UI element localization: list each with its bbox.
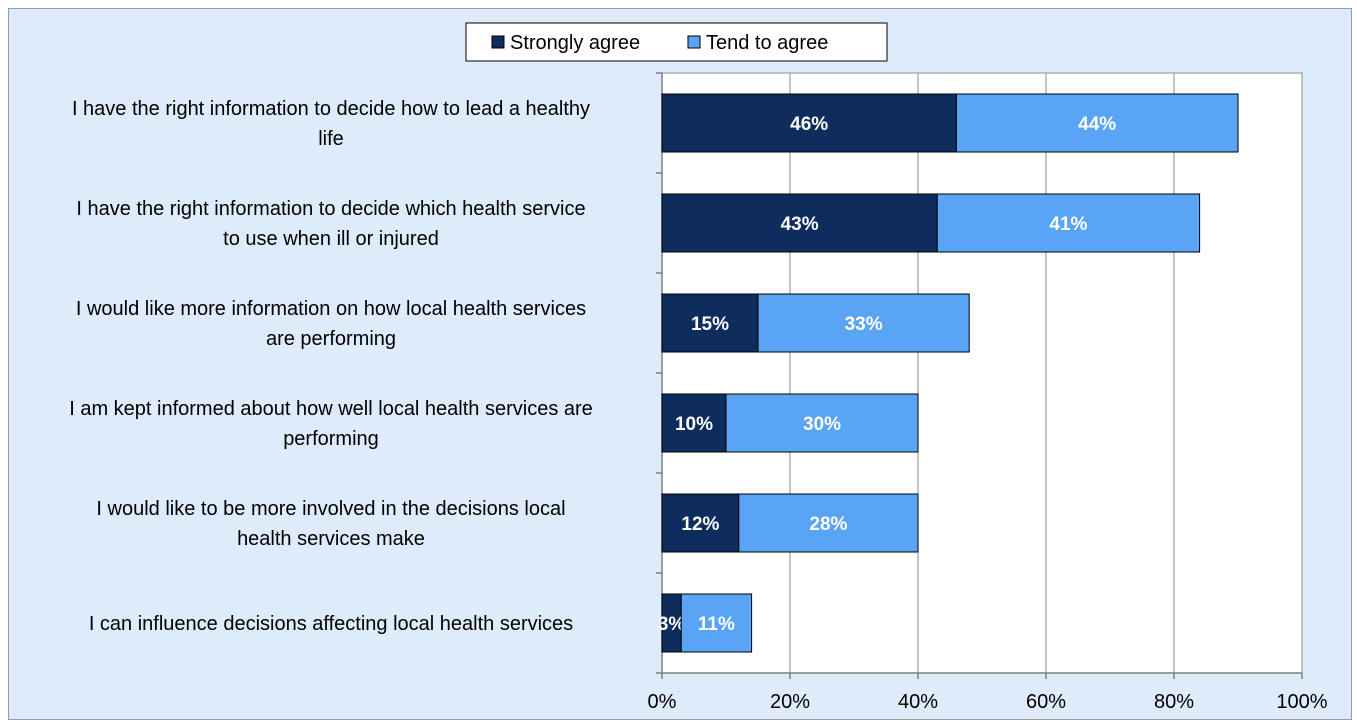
category-label-line: health services make xyxy=(237,528,425,550)
x-tick-label: 60% xyxy=(1026,691,1066,713)
category-label-line: I have the right information to decide w… xyxy=(76,198,585,220)
category-label: I would like to be more involved in the … xyxy=(96,498,565,550)
x-tick-label: 100% xyxy=(1276,691,1327,713)
category-label-line: life xyxy=(318,128,344,150)
bar-tend-to-agree xyxy=(936,193,1201,253)
data-label: 30% xyxy=(803,414,841,435)
data-label: 41% xyxy=(1049,214,1087,235)
data-label: 10% xyxy=(675,414,713,435)
data-label: 44% xyxy=(1078,114,1116,135)
bar-tend-to-agree xyxy=(725,393,919,453)
bar-tend-to-agree xyxy=(738,493,919,553)
legend-label-strongly-agree: Strongly agree xyxy=(510,32,640,54)
x-tick-label: 40% xyxy=(898,691,938,713)
legend-swatch-tend-to-agree xyxy=(687,35,701,49)
x-tick-label: 20% xyxy=(770,691,810,713)
bar-tend-to-agree xyxy=(680,593,753,653)
data-label: 46% xyxy=(790,114,828,135)
data-label: 12% xyxy=(681,514,719,535)
data-label: 3% xyxy=(658,614,686,635)
bar-tend-to-agree xyxy=(955,93,1239,153)
legend-label-tend-to-agree: Tend to agree xyxy=(706,32,828,54)
category-label: I have the right information to decide w… xyxy=(76,198,585,250)
category-label: I can influence decisions affecting loca… xyxy=(89,613,573,635)
x-tick-label: 0% xyxy=(648,691,677,713)
bar-tend-to-agree xyxy=(757,293,970,353)
category-label-line: are performing xyxy=(266,328,396,350)
category-label-line: to use when ill or injured xyxy=(223,228,439,250)
x-tick-label: 80% xyxy=(1154,691,1194,713)
category-label-line: I have the right information to decide h… xyxy=(72,98,590,120)
bar-strongly-agree xyxy=(661,493,740,553)
bar-strongly-agree xyxy=(661,93,957,153)
plot-area xyxy=(661,72,1303,674)
chart-frame: 0% 20% 40% 60% 80% 100% 46% 44% I have the right… xyxy=(8,8,1352,720)
data-label: 15% xyxy=(691,314,729,335)
category-label: I am kept informed about how well local … xyxy=(69,398,593,450)
category-label-line: I would like to be more involved in the … xyxy=(96,498,565,520)
data-label: 11% xyxy=(698,614,735,635)
legend-box xyxy=(465,22,888,62)
category-label-line: I can influence decisions affecting loca… xyxy=(89,613,573,635)
category-label: I would like more information on how loc… xyxy=(76,298,586,350)
category-label-line: performing xyxy=(283,428,379,450)
category-label-line: I would like more information on how loc… xyxy=(76,298,586,320)
legend-swatch-strongly-agree xyxy=(491,35,505,49)
data-label: 33% xyxy=(845,314,883,335)
data-label: 28% xyxy=(809,514,847,535)
data-label: 43% xyxy=(781,214,819,235)
bar-chart: 0% 20% 40% 60% 80% 100% 46% 44% I have the right… xyxy=(69,22,1328,713)
category-label-line: I am kept informed about how well local … xyxy=(69,398,593,420)
category-label: I have the right information to decide h… xyxy=(72,98,590,150)
bar-strongly-agree xyxy=(661,193,938,253)
